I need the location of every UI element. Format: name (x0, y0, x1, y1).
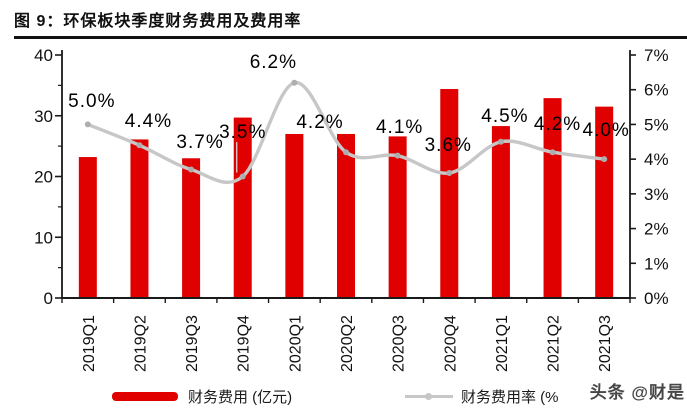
bar-2019Q3 (182, 158, 201, 298)
x-tick-label-2019Q4: 2019Q4 (236, 315, 253, 372)
left-tick-label-20: 20 (34, 168, 53, 187)
rate-label-2021Q2: 4.2% (534, 114, 581, 135)
left-tick-label-30: 30 (34, 107, 53, 126)
right-tick-label-2%: 2% (644, 220, 669, 239)
bar-series-swatch (112, 392, 178, 401)
right-tick-label-1%: 1% (644, 254, 669, 273)
right-tick-label-3%: 3% (644, 185, 669, 204)
left-tick-label-40: 40 (34, 46, 53, 65)
x-tick-label-2019Q1: 2019Q1 (81, 315, 98, 372)
rate-marker-2021Q1 (497, 138, 504, 145)
x-tick-label-2019Q2: 2019Q2 (132, 315, 149, 372)
rate-line (86, 81, 606, 184)
bar-2019Q1 (78, 157, 97, 298)
figure-title: 图 9：环保板块季度财务费用及费用率 (14, 13, 302, 30)
bar-2021Q1 (491, 126, 510, 298)
line-marker-icon (425, 393, 432, 400)
right-tick-label-5%: 5% (644, 115, 669, 134)
rate-marker-2020Q4 (446, 170, 453, 177)
legend-item-expense: 财务费用 (亿元) (112, 386, 292, 407)
right-tick-label-4%: 4% (644, 150, 669, 169)
watermark-text: 头条 @财是 (589, 383, 685, 402)
bar-2020Q1 (285, 133, 304, 298)
x-tick-label-2021Q1: 2021Q1 (494, 315, 511, 372)
x-tick-label-2020Q3: 2020Q3 (391, 315, 408, 372)
bar-2021Q2 (543, 98, 562, 298)
rate-label-2020Q4: 3.6% (425, 135, 472, 156)
bar-2020Q4 (440, 89, 459, 299)
rate-marker-2019Q1 (84, 121, 91, 128)
title-rule (14, 36, 687, 39)
line-series-swatch (405, 393, 453, 400)
bar-2020Q2 (337, 133, 355, 298)
x-tick-label-2019Q3: 2019Q3 (184, 315, 201, 372)
x-tick-label-2020Q4: 2020Q4 (442, 315, 459, 372)
rate-label-2021Q3: 4.0% (583, 120, 630, 141)
legend-label-expense: 财务费用 (亿元) (188, 389, 293, 406)
rate-marker-2021Q2 (549, 149, 556, 156)
bar-2019Q4 (233, 117, 252, 298)
x-tick-label-2020Q2: 2020Q2 (339, 315, 356, 372)
rate-marker-2020Q3 (394, 152, 401, 159)
rate-marker-2019Q3 (188, 166, 195, 173)
right-tick-label-7%: 7% (644, 46, 669, 65)
rate-label-2020Q3: 4.1% (376, 117, 423, 138)
rate-label-2020Q2: 4.2% (296, 112, 343, 133)
rate-marker-2020Q2 (343, 149, 349, 156)
x-tick-label-2021Q2: 2021Q2 (546, 315, 563, 372)
right-tick-label-6%: 6% (644, 81, 669, 100)
rate-marker-2021Q3 (601, 156, 608, 163)
rate-marker-2020Q1 (291, 79, 298, 86)
right-tick-label-0%: 0% (644, 289, 669, 308)
rate-label-2019Q1: 5.0% (68, 91, 115, 112)
bar-2020Q3 (388, 136, 407, 298)
left-tick-label-0: 0 (44, 289, 53, 308)
left-tick-label-10: 10 (34, 228, 53, 247)
legend-label-rate: 财务费用率 (% (461, 389, 559, 406)
rate-label-2021Q1: 4.5% (481, 106, 528, 127)
rate-label-2019Q4: 3.5% (219, 122, 266, 143)
bar-2021Q3 (595, 106, 614, 298)
rate-label-2019Q2: 4.4% (125, 111, 172, 132)
rate-label-2020Q1: 6.2% (250, 52, 297, 73)
rate-marker-2019Q4 (239, 173, 246, 180)
rate-marker-2019Q2 (136, 142, 143, 149)
legend-item-rate: 财务费用率 (% (405, 386, 559, 407)
bar-2019Q2 (130, 139, 149, 298)
x-tick-label-2020Q1: 2020Q1 (287, 315, 304, 372)
rate-label-2019Q3: 3.7% (176, 132, 223, 153)
x-tick-label-2021Q3: 2021Q3 (597, 315, 614, 372)
